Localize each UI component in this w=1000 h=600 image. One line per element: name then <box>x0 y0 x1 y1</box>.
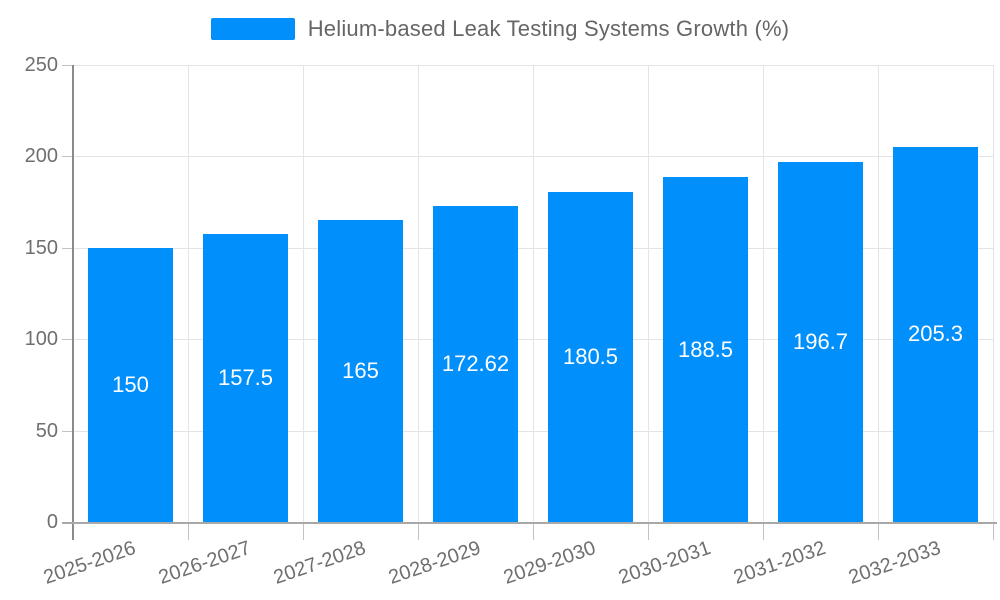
y-axis-label: 250 <box>24 54 58 76</box>
legend-marker[interactable] <box>210 18 295 40</box>
bar[interactable]: 150 <box>88 247 173 522</box>
gridline-vertical <box>648 65 649 522</box>
x-axis-line <box>62 522 997 524</box>
bar[interactable]: 180.5 <box>548 192 633 522</box>
x-axis-tick <box>188 522 189 540</box>
y-axis-tick <box>62 339 73 341</box>
x-axis-tick <box>993 522 994 540</box>
bar-value-label: 205.3 <box>907 321 964 347</box>
bar-value-label: 150 <box>112 371 149 397</box>
bar[interactable]: 165 <box>318 220 403 522</box>
bar[interactable]: 196.7 <box>778 162 863 522</box>
y-axis-label: 50 <box>35 419 58 442</box>
x-axis-tick <box>303 522 304 540</box>
gridline-vertical <box>763 65 764 522</box>
bar-value-label: 172.62 <box>441 351 510 377</box>
bar-value-label: 165 <box>342 358 379 384</box>
gridline-vertical <box>303 65 304 522</box>
x-axis-tick <box>533 522 534 540</box>
y-axis-tick <box>62 156 73 158</box>
bar-value-label: 157.5 <box>217 365 274 391</box>
legend: Helium-based Leak Testing Systems Growth… <box>0 16 1000 42</box>
bar[interactable]: 205.3 <box>893 146 978 522</box>
gridline-vertical <box>418 65 419 522</box>
bar[interactable]: 157.5 <box>203 234 288 522</box>
y-axis-label: 0 <box>46 511 58 533</box>
bar[interactable]: 172.62 <box>433 206 518 522</box>
gridline-vertical <box>533 65 534 522</box>
y-axis-label: 200 <box>24 145 58 168</box>
y-axis-tick <box>62 247 73 249</box>
x-axis-tick <box>763 522 764 540</box>
y-axis-line <box>72 65 74 540</box>
y-axis-tick <box>62 65 73 66</box>
legend-label: Helium-based Leak Testing Systems Growth… <box>307 16 790 41</box>
bar-value-label: 180.5 <box>562 344 619 369</box>
y-axis-tick <box>62 430 73 432</box>
gridline-vertical <box>993 65 994 522</box>
x-axis-tick <box>648 522 649 540</box>
x-axis-tick <box>878 522 879 540</box>
x-axis-tick <box>418 522 419 540</box>
bar-value-label: 196.7 <box>792 329 849 355</box>
bar-value-label: 188.5 <box>677 336 734 362</box>
y-axis-label: 100 <box>24 328 58 351</box>
bar[interactable]: 188.5 <box>663 177 748 522</box>
gridline-vertical <box>188 65 189 522</box>
y-axis-label: 150 <box>24 236 58 259</box>
gridline-vertical <box>878 65 879 522</box>
